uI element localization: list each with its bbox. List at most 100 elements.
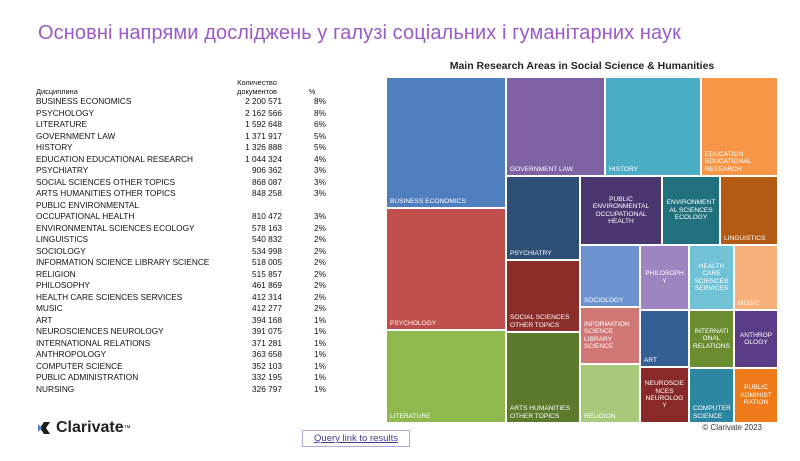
discipline-name: MUSIC	[36, 303, 63, 313]
discipline-name: SOCIOLOGY	[36, 245, 86, 256]
discipline-name: INTERNATIONAL RELATIONS	[36, 337, 151, 348]
discipline-name: INFORMATION SCIENCE LIBRARY SCIENCE	[36, 257, 210, 267]
document-percent: 8%	[314, 107, 326, 118]
document-percent: 2%	[314, 303, 326, 313]
treemap-cell: HISTORY	[605, 77, 701, 176]
treemap-cell: MUSIC	[734, 245, 778, 310]
treemap-cell: LINGUISTICS	[720, 176, 778, 245]
treemap-cell-label: ARTS HUMANITIES OTHER TOPICS	[510, 405, 570, 420]
document-percent: 3%	[314, 188, 326, 198]
treemap-cell-label: INTERNATI ONAL RELATIONS	[693, 327, 730, 350]
discipline-name: HISTORY	[36, 142, 73, 152]
treemap-cell-label: COMPUTER SCIENCE	[693, 405, 731, 420]
treemap-cell: LITERATURE	[386, 330, 506, 423]
table-body: BUSINESS ECONOMICS 2 200 571 8% PSYCHOLOGY 2…	[36, 96, 336, 395]
treemap-cell: PUBLIC ENVIRONMENTAL OCCUPATIONAL HEALTH	[580, 176, 662, 245]
document-count: 391 075	[252, 326, 282, 336]
header-count: Количество документов	[237, 78, 277, 96]
treemap-cell: BUSINESS ECONOMICS	[386, 77, 506, 208]
document-percent: 6%	[314, 119, 326, 129]
treemap-cell: PSYCHOLOGY	[386, 208, 506, 330]
document-percent: 2%	[314, 268, 326, 279]
document-percent: 3%	[314, 165, 326, 175]
treemap-cell-label: GOVERNMENT LAW	[510, 165, 574, 173]
document-percent: 3%	[314, 211, 326, 221]
header-discipline: Дисциплина	[36, 86, 78, 96]
document-count: 534 998	[252, 245, 282, 256]
table-row: HEALTH CARE SCIENCES SERVICES 412 314 2%	[36, 292, 336, 304]
treemap-cell: PHILOSOPH Y	[640, 245, 689, 310]
table-row: ART 394 168 1%	[36, 315, 336, 327]
treemap-cell-label: PUBLIC ADMINIST RATION	[740, 384, 772, 407]
treemap-cell-label: HISTORY	[609, 165, 639, 173]
document-percent: 1%	[314, 349, 326, 359]
document-count: 2 162 566	[245, 107, 282, 118]
document-percent: 4%	[314, 153, 326, 164]
discipline-name: COMPUTER SCIENCE	[36, 360, 123, 371]
table-row: PHILOSOPHY 461 869 2%	[36, 280, 336, 292]
document-percent: 1%	[314, 383, 326, 394]
document-percent: 5%	[314, 142, 326, 152]
treemap-cell: GOVERNMENT LAW	[506, 77, 605, 176]
document-percent: 2%	[314, 234, 326, 244]
treemap-cell: COMPUTER SCIENCE	[689, 368, 734, 423]
header-percent: %	[308, 86, 316, 96]
document-count: 326 797	[252, 383, 282, 394]
treemap-cell-label: PHILOSOPH Y	[645, 270, 684, 285]
treemap-cell-label: ANTHROP OLOGY	[739, 331, 773, 346]
table-row: SOCIAL SCIENCES OTHER TOPICS 868 087 3%	[36, 177, 336, 189]
document-percent: 2%	[314, 291, 326, 302]
discipline-name: EDUCATION EDUCATIONAL RESEARCH	[36, 153, 194, 164]
discipline-name: LITERATURE	[36, 119, 88, 129]
discipline-name: ART	[36, 314, 53, 325]
table-row: RELIGION 515 857 2%	[36, 269, 336, 281]
treemap-cell: NEUROSCIE NCES NEUROLOG Y	[640, 367, 689, 423]
treemap-cell-label: ART	[644, 356, 658, 364]
document-percent: 1%	[314, 326, 326, 336]
discipline-name: NURSING	[36, 383, 75, 394]
table-row: BUSINESS ECONOMICS 2 200 571 8%	[36, 96, 336, 108]
logo-trademark: ™	[123, 424, 131, 432]
page-title: Основні напрями досліджень у галузі соці…	[38, 22, 681, 44]
table-header: Дисциплина Количество документов %	[36, 74, 336, 96]
treemap-cell-label: HEALTH CARE SCIENCES SERVICES	[694, 262, 729, 292]
treemap-cell-label: BUSINESS ECONOMICS	[390, 197, 466, 205]
treemap-cell-label: LITERATURE	[390, 412, 431, 420]
discipline-name: GOVERNMENT LAW	[36, 130, 116, 141]
document-count: 578 163	[252, 222, 282, 233]
treemap-cell: PSYCHIATRY	[506, 176, 580, 260]
treemap-cell-label: PSYCHIATRY	[510, 249, 552, 257]
document-count: 332 195	[252, 372, 282, 382]
discipline-name: ANTHROPOLOGY	[36, 349, 107, 359]
treemap-cell-label: PUBLIC ENVIRONMENTAL OCCUPATIONAL HEALTH	[592, 195, 650, 225]
treemap-cell-label: RELIGION	[584, 412, 616, 420]
treemap-cell-label: LINGUISTICS	[724, 234, 766, 242]
treemap-cell: ARTS HUMANITIES OTHER TOPICS	[506, 332, 580, 423]
table-row: COMPUTER SCIENCE 352 103 1%	[36, 361, 336, 373]
discipline-name: RELIGION	[36, 268, 76, 279]
treemap-cell: PUBLIC ADMINIST RATION	[734, 368, 778, 423]
document-count: 412 277	[252, 303, 282, 313]
discipline-name: PSYCHOLOGY	[36, 107, 95, 118]
table-row: NURSING 326 797 1%	[36, 384, 336, 396]
table-row: ARTS HUMANITIES OTHER TOPICS 848 258 3%	[36, 188, 336, 200]
document-count: 868 087	[252, 176, 282, 187]
document-percent: 1%	[314, 337, 326, 348]
query-link[interactable]: Query link to results	[302, 430, 410, 447]
document-count: 515 857	[252, 268, 282, 279]
treemap-cell-label: MUSIC	[738, 299, 760, 307]
treemap-cell-label: SOCIOLOGY	[584, 296, 624, 304]
treemap-cell: RELIGION	[580, 364, 640, 423]
discipline-name: HEALTH CARE SCIENCES SERVICES	[36, 291, 183, 302]
chart-copyright: © Clarivate 2023	[702, 423, 762, 432]
table-row: EDUCATION EDUCATIONAL RESEARCH 1 044 324 4…	[36, 154, 336, 166]
table-row: MUSIC 412 277 2%	[36, 303, 336, 315]
table-row: ANTHROPOLOGY 363 658 1%	[36, 349, 336, 361]
treemap-cell: INTERNATI ONAL RELATIONS	[689, 310, 734, 368]
document-percent: 1%	[314, 314, 326, 325]
document-count: 352 103	[252, 360, 282, 371]
document-count: 1 371 917	[245, 130, 282, 141]
treemap-cell-label: INFORMATION SCIENCE LIBRARY SCIENCE	[584, 320, 630, 350]
document-count: 1 592 648	[245, 119, 282, 129]
document-count: 394 168	[252, 314, 282, 325]
